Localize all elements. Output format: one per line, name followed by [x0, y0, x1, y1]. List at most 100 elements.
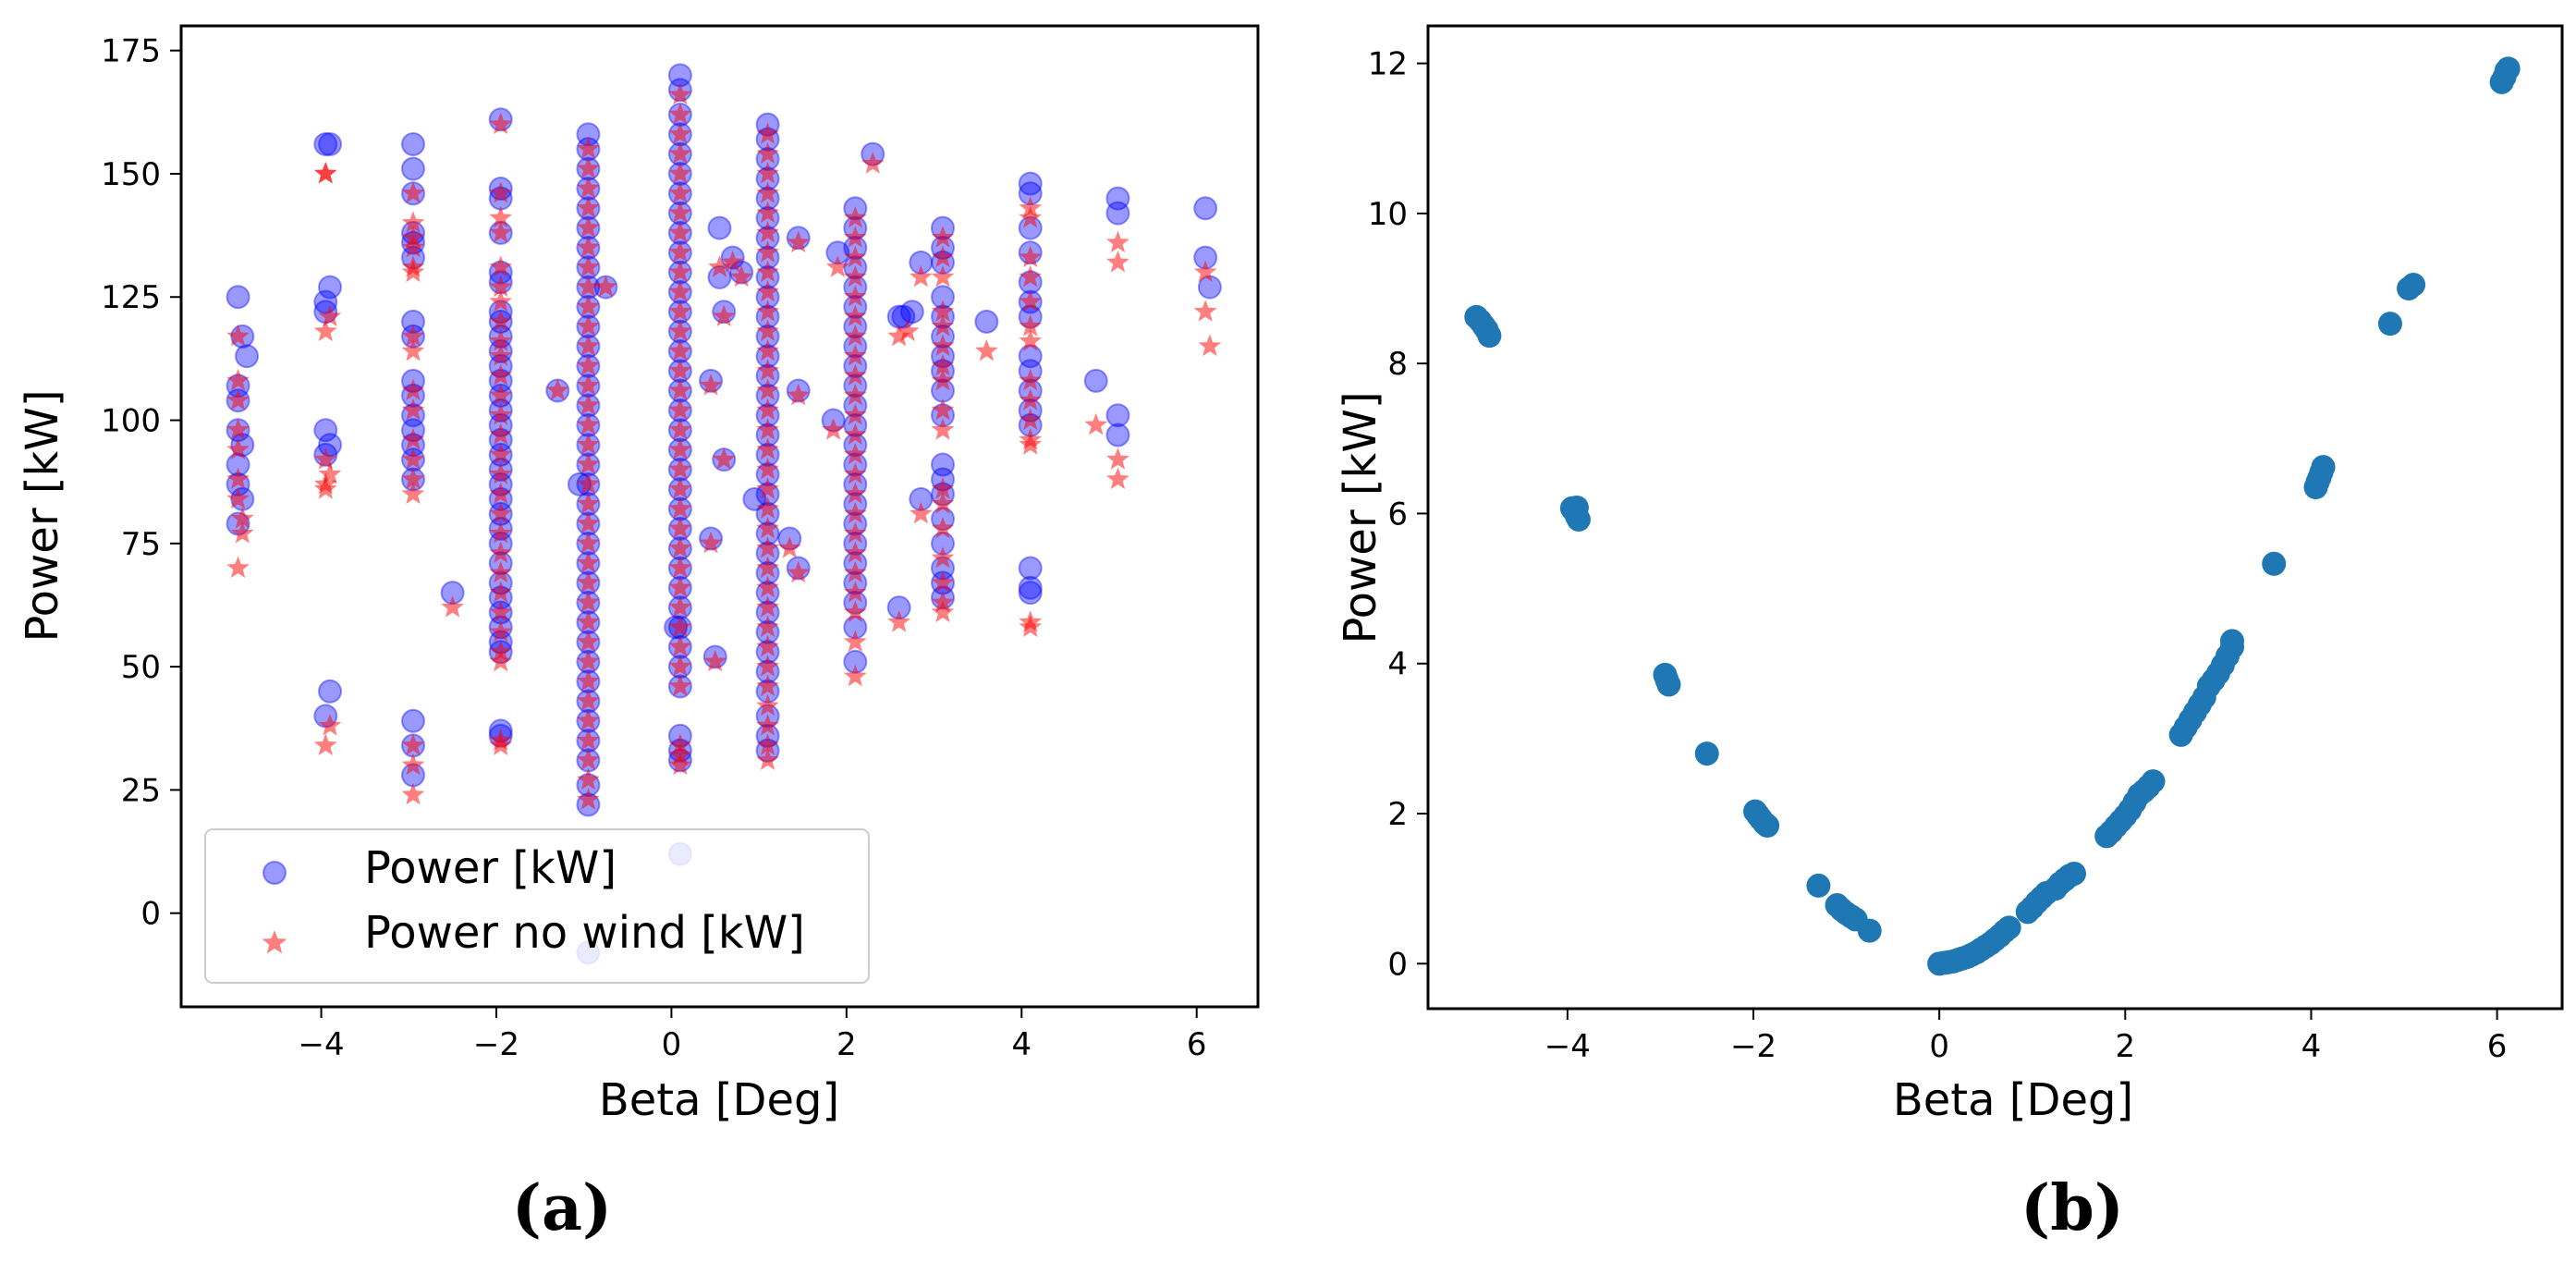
data-point-star — [577, 215, 600, 239]
data-point-star — [931, 368, 955, 391]
data-point-star — [577, 196, 600, 218]
data-point-star — [756, 161, 779, 184]
data-point-star — [668, 536, 692, 558]
data-point-star — [577, 353, 600, 376]
data-point — [1105, 186, 1130, 211]
data-point-star — [577, 708, 600, 731]
data-point-star — [756, 655, 779, 677]
data-point-star — [843, 423, 867, 446]
data-point-star — [489, 275, 513, 298]
data-point-star — [668, 496, 692, 520]
data-point — [1857, 918, 1882, 943]
data-point-star — [699, 374, 723, 396]
data-point-star — [1193, 260, 1217, 283]
y-tick-label: 8 — [1387, 346, 1408, 383]
data-point-star — [577, 433, 600, 455]
data-point — [899, 300, 924, 325]
data-point-star — [729, 264, 753, 288]
data-point-star — [931, 264, 955, 288]
data-point-star — [843, 324, 867, 347]
data-point-star — [577, 255, 600, 277]
data-point-star — [401, 235, 425, 258]
data-point — [2262, 551, 2287, 576]
data-point-star — [489, 344, 513, 366]
data-point-star — [843, 383, 867, 406]
data-point-star — [1019, 433, 1043, 455]
data-point-star — [577, 176, 600, 199]
data-point-star — [843, 501, 867, 524]
data-point-star — [489, 181, 513, 203]
data-point-star — [489, 363, 513, 386]
data-point-star — [668, 201, 692, 224]
data-point-star — [843, 664, 867, 687]
data-point-star — [226, 324, 250, 347]
data-point-star — [401, 482, 425, 505]
data-point-star — [756, 693, 779, 717]
x-tick-label: 6 — [1187, 1026, 1207, 1063]
data-point-star — [489, 112, 513, 135]
data-point-star — [577, 590, 600, 613]
data-point-star — [1019, 388, 1043, 410]
data-point-star — [577, 649, 600, 672]
panel-caption-b: (b) — [2021, 1171, 2124, 1245]
data-point-star — [843, 482, 867, 505]
data-point-star — [756, 418, 779, 440]
data-point-star — [489, 205, 513, 228]
data-point-star — [931, 398, 955, 421]
data-point-star — [843, 205, 867, 228]
data-point-star — [668, 457, 692, 480]
data-point-star — [318, 304, 342, 327]
data-point-star — [931, 300, 955, 322]
data-point-star — [577, 669, 600, 692]
data-point-star — [401, 447, 425, 470]
data-point-star — [577, 275, 600, 298]
data-point — [1694, 741, 1719, 766]
data-point-star — [843, 363, 867, 386]
y-axis-label-a: Power [kW] — [17, 389, 68, 642]
data-point-star — [401, 398, 425, 421]
y-tick-label: 12 — [1368, 46, 1408, 83]
data-point-star — [1019, 329, 1043, 351]
data-point-star — [313, 447, 337, 470]
data-point-star — [668, 141, 692, 165]
power-no-wind-series-points — [226, 82, 1222, 810]
x-tick-label: 0 — [662, 1026, 682, 1063]
data-point-star — [489, 255, 513, 277]
data-point-star — [1019, 289, 1043, 312]
y-tick-label: 100 — [101, 403, 161, 440]
data-point-star — [756, 477, 779, 499]
data-point-star — [756, 279, 779, 302]
data-point-star — [843, 285, 867, 307]
chart-panel-b: −4 −2 0 2 4 6 0 2 4 6 8 10 12 Beta [Deg] Power [kW]… — [1335, 24, 2564, 1245]
data-point-star — [1106, 230, 1129, 253]
data-point-star — [756, 122, 779, 144]
data-point-star — [931, 353, 955, 376]
y-tick-label: 6 — [1387, 496, 1408, 533]
y-tick-label: 0 — [1387, 946, 1408, 983]
data-point-star — [668, 418, 692, 440]
data-point-star — [843, 521, 867, 544]
data-point-star — [668, 82, 692, 105]
data-point-star — [318, 714, 342, 736]
data-point-star — [1019, 205, 1043, 228]
data-point — [400, 131, 425, 156]
data-point-star — [313, 161, 337, 184]
data-point — [2061, 861, 2086, 886]
data-point-star — [756, 338, 779, 361]
data-point-star — [668, 595, 692, 618]
data-point — [318, 275, 343, 300]
y-tick-label: 2 — [1387, 796, 1408, 833]
data-point — [742, 486, 767, 511]
x-tick-label: −2 — [1730, 1028, 1776, 1065]
data-point-star — [931, 418, 955, 440]
data-point-star — [843, 630, 867, 652]
data-point-star — [226, 467, 250, 490]
data-point — [1996, 915, 2021, 940]
data-point-star — [756, 536, 779, 558]
data-point-star — [756, 733, 779, 755]
y-tick-label: 10 — [1368, 196, 1408, 233]
data-point-star — [226, 437, 250, 460]
data-point — [1018, 575, 1043, 600]
data-point-star — [577, 729, 600, 751]
data-point-star — [668, 437, 692, 460]
